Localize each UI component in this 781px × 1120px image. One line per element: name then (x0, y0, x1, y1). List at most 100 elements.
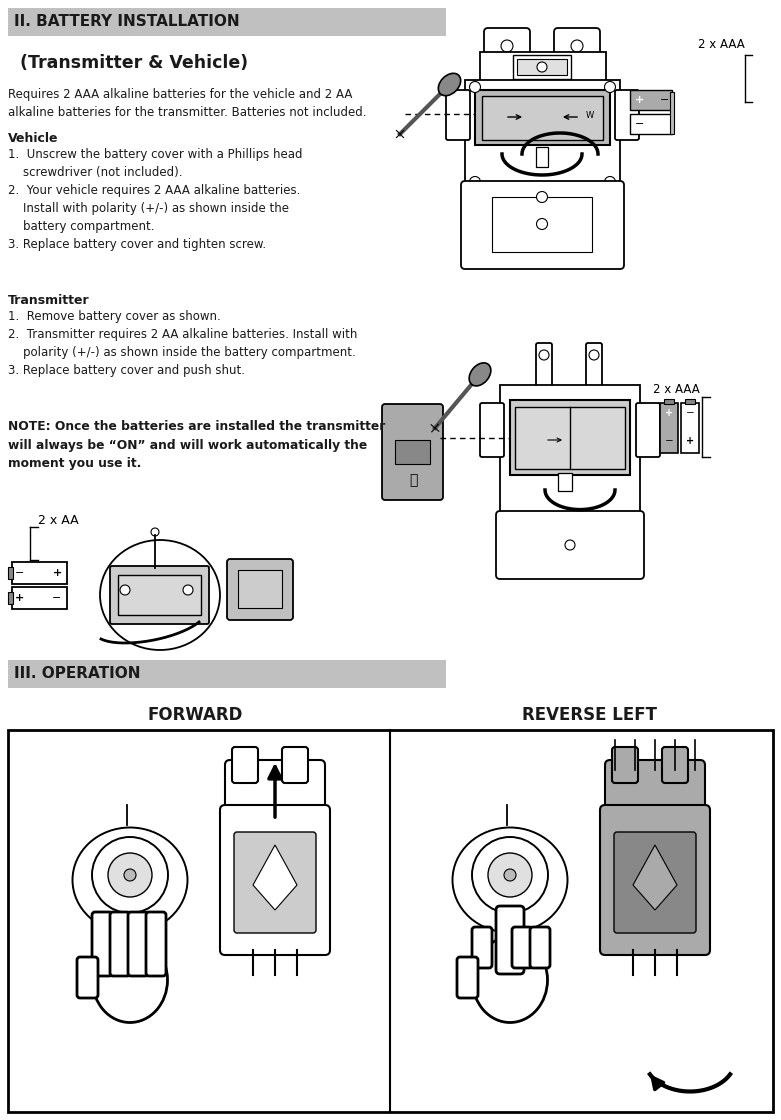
FancyBboxPatch shape (446, 90, 470, 140)
FancyBboxPatch shape (536, 147, 548, 167)
FancyBboxPatch shape (8, 567, 13, 579)
FancyBboxPatch shape (238, 570, 282, 608)
Text: NOTE: Once the batteries are installed the transmitter
will always be “ON” and w: NOTE: Once the batteries are installed t… (8, 420, 385, 470)
FancyBboxPatch shape (472, 927, 492, 968)
FancyBboxPatch shape (225, 760, 325, 815)
Text: −: − (635, 119, 644, 129)
Text: 2 x AA: 2 x AA (38, 514, 79, 528)
FancyBboxPatch shape (465, 80, 620, 185)
Text: (Transmitter & Vehicle): (Transmitter & Vehicle) (20, 54, 248, 72)
FancyBboxPatch shape (8, 592, 13, 604)
Text: −: − (16, 568, 25, 578)
Text: 2 x AAA: 2 x AAA (698, 38, 745, 52)
FancyBboxPatch shape (146, 912, 166, 976)
Text: −: − (665, 436, 673, 446)
Circle shape (571, 64, 583, 76)
Polygon shape (253, 844, 297, 909)
FancyBboxPatch shape (480, 52, 606, 82)
Circle shape (120, 585, 130, 595)
FancyBboxPatch shape (282, 747, 308, 783)
Circle shape (571, 40, 583, 52)
Circle shape (469, 82, 480, 93)
FancyBboxPatch shape (670, 92, 674, 134)
FancyBboxPatch shape (515, 407, 625, 469)
Text: 2 x AAA: 2 x AAA (653, 383, 700, 396)
Ellipse shape (92, 937, 167, 1023)
Circle shape (469, 177, 480, 187)
FancyBboxPatch shape (536, 343, 552, 399)
FancyBboxPatch shape (630, 90, 672, 110)
Circle shape (183, 585, 193, 595)
FancyBboxPatch shape (496, 511, 644, 579)
Text: II. BATTERY INSTALLATION: II. BATTERY INSTALLATION (14, 15, 240, 29)
FancyBboxPatch shape (382, 404, 443, 500)
Text: +: + (686, 436, 694, 446)
FancyBboxPatch shape (110, 912, 130, 976)
FancyBboxPatch shape (234, 832, 316, 933)
Text: Requires 2 AAA alkaline batteries for the vehicle and 2 AA
alkaline batteries fo: Requires 2 AAA alkaline batteries for th… (8, 88, 366, 119)
Circle shape (472, 837, 548, 913)
Circle shape (501, 64, 513, 76)
Circle shape (537, 192, 547, 203)
Circle shape (151, 528, 159, 536)
Circle shape (108, 853, 152, 897)
Circle shape (565, 540, 575, 550)
FancyBboxPatch shape (685, 399, 695, 404)
Text: −: − (686, 408, 694, 418)
FancyBboxPatch shape (8, 660, 446, 688)
FancyBboxPatch shape (128, 912, 148, 976)
Text: −: − (52, 592, 62, 603)
Text: FORWARD: FORWARD (148, 706, 243, 724)
FancyBboxPatch shape (517, 59, 567, 75)
FancyBboxPatch shape (530, 927, 550, 968)
FancyBboxPatch shape (630, 114, 672, 134)
FancyBboxPatch shape (558, 473, 572, 491)
FancyBboxPatch shape (220, 805, 330, 955)
Ellipse shape (100, 540, 220, 650)
FancyBboxPatch shape (492, 197, 592, 252)
FancyBboxPatch shape (662, 747, 688, 783)
FancyBboxPatch shape (12, 587, 67, 609)
FancyBboxPatch shape (605, 760, 705, 815)
Text: +: + (636, 95, 644, 105)
Circle shape (604, 177, 615, 187)
Text: +: + (52, 568, 62, 578)
FancyBboxPatch shape (482, 96, 603, 140)
Circle shape (537, 62, 547, 72)
FancyBboxPatch shape (77, 956, 98, 998)
Ellipse shape (473, 937, 547, 1023)
FancyBboxPatch shape (512, 927, 532, 968)
FancyBboxPatch shape (8, 730, 773, 1112)
Circle shape (604, 82, 615, 93)
FancyBboxPatch shape (500, 385, 640, 515)
Text: 1.  Remove battery cover as shown.
2.  Transmitter requires 2 AA alkaline batter: 1. Remove battery cover as shown. 2. Tra… (8, 310, 358, 377)
Ellipse shape (452, 828, 568, 933)
Circle shape (124, 869, 136, 881)
Polygon shape (633, 844, 677, 909)
Circle shape (537, 218, 547, 230)
FancyBboxPatch shape (8, 8, 446, 36)
FancyBboxPatch shape (636, 403, 660, 457)
FancyBboxPatch shape (227, 559, 293, 620)
FancyBboxPatch shape (554, 28, 600, 88)
Text: Vehicle: Vehicle (8, 132, 59, 144)
Text: W: W (586, 112, 594, 121)
FancyBboxPatch shape (614, 832, 696, 933)
Text: REVERSE LEFT: REVERSE LEFT (522, 706, 658, 724)
Text: +: + (661, 119, 669, 129)
Text: +: + (16, 592, 25, 603)
FancyBboxPatch shape (461, 181, 624, 269)
FancyBboxPatch shape (664, 399, 674, 404)
FancyBboxPatch shape (110, 566, 209, 624)
Circle shape (539, 349, 549, 360)
FancyBboxPatch shape (395, 440, 430, 464)
Ellipse shape (73, 828, 187, 933)
Text: ⎕: ⎕ (408, 473, 417, 487)
Circle shape (589, 349, 599, 360)
Text: −: − (660, 95, 669, 105)
FancyBboxPatch shape (12, 562, 67, 584)
FancyBboxPatch shape (496, 906, 524, 974)
Circle shape (504, 869, 516, 881)
FancyBboxPatch shape (480, 403, 504, 457)
FancyBboxPatch shape (457, 956, 478, 998)
